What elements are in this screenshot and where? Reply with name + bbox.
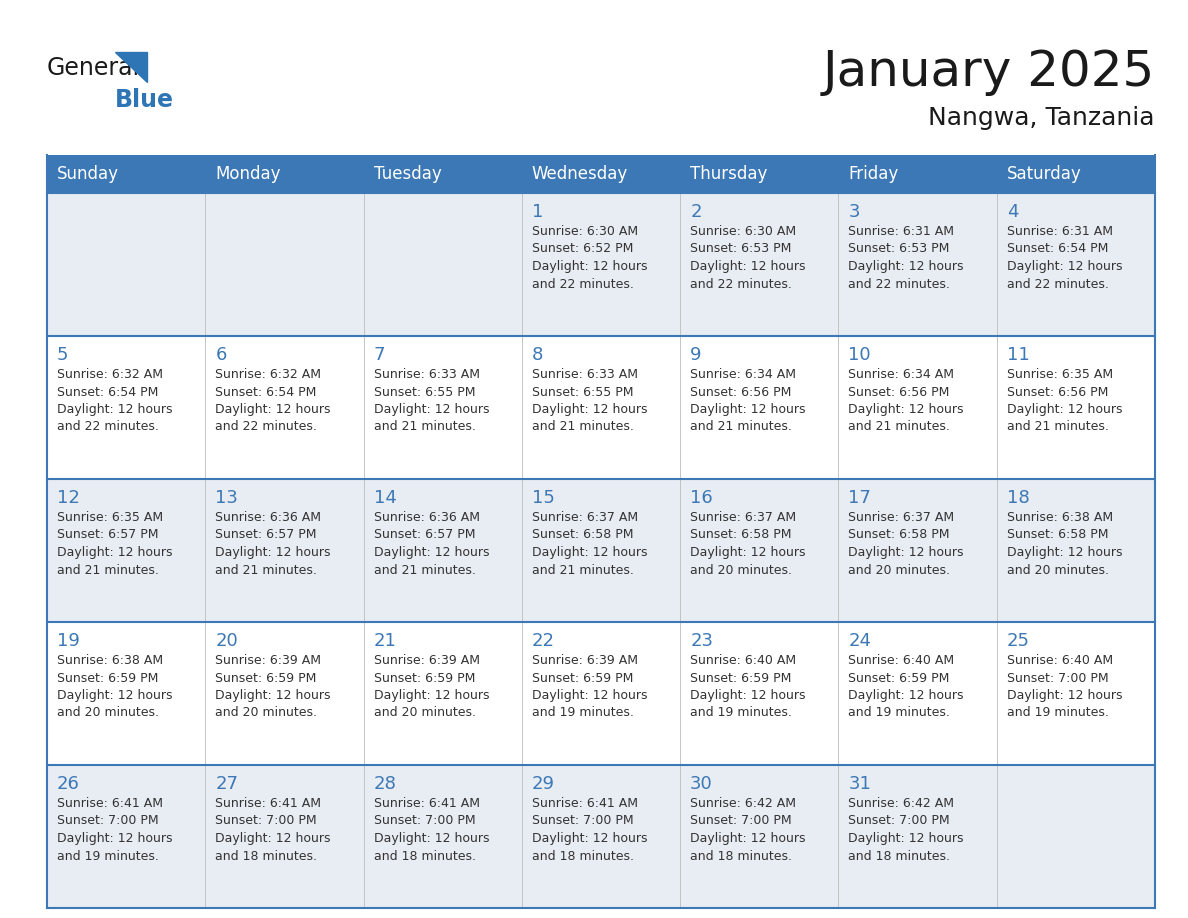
Text: 30: 30 [690, 775, 713, 793]
Text: Tuesday: Tuesday [373, 165, 441, 183]
Bar [48, 336, 1155, 479]
Text: Sunrise: 6:39 AM
Sunset: 6:59 PM
Daylight: 12 hours
and 20 minutes.: Sunrise: 6:39 AM Sunset: 6:59 PM Dayligh… [373, 654, 489, 720]
Text: Sunrise: 6:41 AM
Sunset: 7:00 PM
Daylight: 12 hours
and 18 minutes.: Sunrise: 6:41 AM Sunset: 7:00 PM Dayligh… [532, 797, 647, 863]
Text: Sunrise: 6:36 AM
Sunset: 6:57 PM
Daylight: 12 hours
and 21 minutes.: Sunrise: 6:36 AM Sunset: 6:57 PM Dayligh… [373, 511, 489, 577]
Text: 15: 15 [532, 489, 555, 507]
Text: 10: 10 [848, 346, 871, 364]
Text: 17: 17 [848, 489, 871, 507]
Text: 4: 4 [1006, 203, 1018, 221]
Text: Sunrise: 6:33 AM
Sunset: 6:55 PM
Daylight: 12 hours
and 21 minutes.: Sunrise: 6:33 AM Sunset: 6:55 PM Dayligh… [373, 368, 489, 433]
Text: 7: 7 [373, 346, 385, 364]
Text: 3: 3 [848, 203, 860, 221]
Text: 19: 19 [57, 632, 80, 650]
Text: Sunrise: 6:41 AM
Sunset: 7:00 PM
Daylight: 12 hours
and 18 minutes.: Sunrise: 6:41 AM Sunset: 7:00 PM Dayligh… [373, 797, 489, 863]
Text: Sunrise: 6:38 AM
Sunset: 6:59 PM
Daylight: 12 hours
and 20 minutes.: Sunrise: 6:38 AM Sunset: 6:59 PM Dayligh… [57, 654, 172, 720]
Text: Sunrise: 6:40 AM
Sunset: 6:59 PM
Daylight: 12 hours
and 19 minutes.: Sunrise: 6:40 AM Sunset: 6:59 PM Dayligh… [690, 654, 805, 720]
Bar [48, 155, 1155, 193]
Text: 28: 28 [373, 775, 397, 793]
Text: Sunrise: 6:31 AM
Sunset: 6:53 PM
Daylight: 12 hours
and 22 minutes.: Sunrise: 6:31 AM Sunset: 6:53 PM Dayligh… [848, 225, 963, 290]
Text: Sunrise: 6:32 AM
Sunset: 6:54 PM
Daylight: 12 hours
and 22 minutes.: Sunrise: 6:32 AM Sunset: 6:54 PM Dayligh… [57, 368, 172, 433]
Text: 2: 2 [690, 203, 702, 221]
Text: Sunrise: 6:33 AM
Sunset: 6:55 PM
Daylight: 12 hours
and 21 minutes.: Sunrise: 6:33 AM Sunset: 6:55 PM Dayligh… [532, 368, 647, 433]
Text: Sunrise: 6:35 AM
Sunset: 6:56 PM
Daylight: 12 hours
and 21 minutes.: Sunrise: 6:35 AM Sunset: 6:56 PM Dayligh… [1006, 368, 1123, 433]
Text: 25: 25 [1006, 632, 1030, 650]
Text: Sunrise: 6:32 AM
Sunset: 6:54 PM
Daylight: 12 hours
and 22 minutes.: Sunrise: 6:32 AM Sunset: 6:54 PM Dayligh… [215, 368, 330, 433]
Text: 24: 24 [848, 632, 872, 650]
Bar [48, 622, 1155, 765]
Text: Sunrise: 6:31 AM
Sunset: 6:54 PM
Daylight: 12 hours
and 22 minutes.: Sunrise: 6:31 AM Sunset: 6:54 PM Dayligh… [1006, 225, 1123, 290]
Text: Thursday: Thursday [690, 165, 767, 183]
Text: Sunrise: 6:30 AM
Sunset: 6:53 PM
Daylight: 12 hours
and 22 minutes.: Sunrise: 6:30 AM Sunset: 6:53 PM Dayligh… [690, 225, 805, 290]
Text: 29: 29 [532, 775, 555, 793]
Text: 27: 27 [215, 775, 239, 793]
Bar [48, 479, 1155, 622]
Text: 12: 12 [57, 489, 80, 507]
Text: Sunrise: 6:37 AM
Sunset: 6:58 PM
Daylight: 12 hours
and 21 minutes.: Sunrise: 6:37 AM Sunset: 6:58 PM Dayligh… [532, 511, 647, 577]
Text: Sunrise: 6:38 AM
Sunset: 6:58 PM
Daylight: 12 hours
and 20 minutes.: Sunrise: 6:38 AM Sunset: 6:58 PM Dayligh… [1006, 511, 1123, 577]
Text: 22: 22 [532, 632, 555, 650]
Text: Sunrise: 6:40 AM
Sunset: 7:00 PM
Daylight: 12 hours
and 19 minutes.: Sunrise: 6:40 AM Sunset: 7:00 PM Dayligh… [1006, 654, 1123, 720]
Text: 11: 11 [1006, 346, 1030, 364]
Text: Sunrise: 6:35 AM
Sunset: 6:57 PM
Daylight: 12 hours
and 21 minutes.: Sunrise: 6:35 AM Sunset: 6:57 PM Dayligh… [57, 511, 172, 577]
Text: Sunrise: 6:37 AM
Sunset: 6:58 PM
Daylight: 12 hours
and 20 minutes.: Sunrise: 6:37 AM Sunset: 6:58 PM Dayligh… [848, 511, 963, 577]
Text: Wednesday: Wednesday [532, 165, 628, 183]
Text: Sunrise: 6:34 AM
Sunset: 6:56 PM
Daylight: 12 hours
and 21 minutes.: Sunrise: 6:34 AM Sunset: 6:56 PM Dayligh… [848, 368, 963, 433]
Text: 21: 21 [373, 632, 397, 650]
Text: Sunrise: 6:41 AM
Sunset: 7:00 PM
Daylight: 12 hours
and 19 minutes.: Sunrise: 6:41 AM Sunset: 7:00 PM Dayligh… [57, 797, 172, 863]
Text: Sunrise: 6:36 AM
Sunset: 6:57 PM
Daylight: 12 hours
and 21 minutes.: Sunrise: 6:36 AM Sunset: 6:57 PM Dayligh… [215, 511, 330, 577]
Text: 13: 13 [215, 489, 238, 507]
Text: 9: 9 [690, 346, 702, 364]
Text: January 2025: January 2025 [823, 48, 1155, 96]
Text: Sunday: Sunday [57, 165, 119, 183]
Text: 18: 18 [1006, 489, 1030, 507]
Text: 1: 1 [532, 203, 543, 221]
Text: Sunrise: 6:34 AM
Sunset: 6:56 PM
Daylight: 12 hours
and 21 minutes.: Sunrise: 6:34 AM Sunset: 6:56 PM Dayligh… [690, 368, 805, 433]
Text: Nangwa, Tanzania: Nangwa, Tanzania [929, 106, 1155, 130]
Text: 23: 23 [690, 632, 713, 650]
Text: 6: 6 [215, 346, 227, 364]
Text: 8: 8 [532, 346, 543, 364]
Bar [48, 765, 1155, 908]
Text: Sunrise: 6:42 AM
Sunset: 7:00 PM
Daylight: 12 hours
and 18 minutes.: Sunrise: 6:42 AM Sunset: 7:00 PM Dayligh… [848, 797, 963, 863]
Text: 16: 16 [690, 489, 713, 507]
Text: 14: 14 [373, 489, 397, 507]
Text: Sunrise: 6:39 AM
Sunset: 6:59 PM
Daylight: 12 hours
and 19 minutes.: Sunrise: 6:39 AM Sunset: 6:59 PM Dayligh… [532, 654, 647, 720]
Text: 26: 26 [57, 775, 80, 793]
Text: Sunrise: 6:41 AM
Sunset: 7:00 PM
Daylight: 12 hours
and 18 minutes.: Sunrise: 6:41 AM Sunset: 7:00 PM Dayligh… [215, 797, 330, 863]
Text: 20: 20 [215, 632, 238, 650]
Polygon shape [115, 52, 147, 82]
Text: Sunrise: 6:39 AM
Sunset: 6:59 PM
Daylight: 12 hours
and 20 minutes.: Sunrise: 6:39 AM Sunset: 6:59 PM Dayligh… [215, 654, 330, 720]
Text: Monday: Monday [215, 165, 280, 183]
Text: Saturday: Saturday [1006, 165, 1081, 183]
Text: General: General [48, 56, 140, 80]
Text: Sunrise: 6:37 AM
Sunset: 6:58 PM
Daylight: 12 hours
and 20 minutes.: Sunrise: 6:37 AM Sunset: 6:58 PM Dayligh… [690, 511, 805, 577]
Text: 5: 5 [57, 346, 69, 364]
Text: Sunrise: 6:30 AM
Sunset: 6:52 PM
Daylight: 12 hours
and 22 minutes.: Sunrise: 6:30 AM Sunset: 6:52 PM Dayligh… [532, 225, 647, 290]
Text: Sunrise: 6:42 AM
Sunset: 7:00 PM
Daylight: 12 hours
and 18 minutes.: Sunrise: 6:42 AM Sunset: 7:00 PM Dayligh… [690, 797, 805, 863]
Text: 31: 31 [848, 775, 871, 793]
Text: Blue: Blue [115, 88, 173, 112]
Text: Sunrise: 6:40 AM
Sunset: 6:59 PM
Daylight: 12 hours
and 19 minutes.: Sunrise: 6:40 AM Sunset: 6:59 PM Dayligh… [848, 654, 963, 720]
Text: Friday: Friday [848, 165, 898, 183]
Bar [48, 193, 1155, 336]
